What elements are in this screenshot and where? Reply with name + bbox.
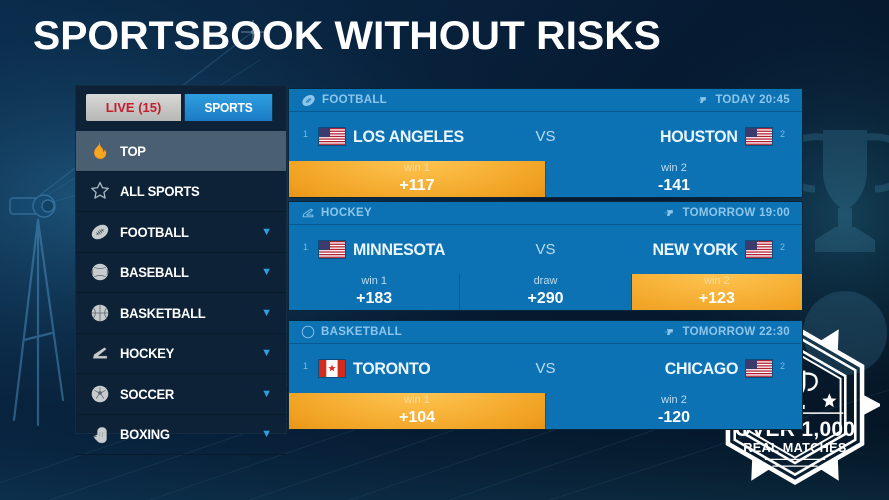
- svg-text:REAL MATCHES: REAL MATCHES: [743, 441, 846, 455]
